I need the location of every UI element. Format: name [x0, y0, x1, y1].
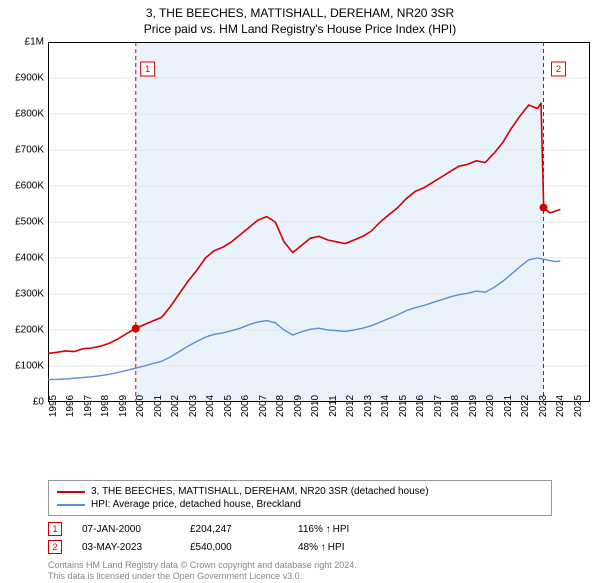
footer-line-2: This data is licensed under the Open Gov… [48, 571, 552, 582]
xtick-label: 2025 [573, 395, 584, 417]
xtick-label: 2017 [433, 395, 444, 417]
xtick-label: 2000 [135, 395, 146, 417]
ytick-label: £600K [15, 181, 44, 192]
arrow-up-icon [321, 542, 328, 553]
chart-subtitle: Price paid vs. HM Land Registry's House … [0, 22, 600, 36]
xtick-label: 2009 [293, 395, 304, 417]
footer-line-1: Contains HM Land Registry data © Crown c… [48, 560, 552, 571]
xtick-label: 2007 [258, 395, 269, 417]
ytick-label: £800K [15, 109, 44, 120]
event-row: 2 03-MAY-2023 £540,000 48% HPI [48, 538, 552, 556]
chart-area: 12 £0£100K£200K£300K£400K£500K£600K£700K… [48, 42, 590, 402]
legend-swatch [57, 491, 85, 493]
event-date: 07-JAN-2000 [82, 524, 170, 535]
xtick-label: 2022 [520, 395, 531, 417]
ytick-label: £400K [15, 253, 44, 264]
xtick-label: 2019 [468, 395, 479, 417]
legend-label: 3, THE BEECHES, MATTISHALL, DEREHAM, NR2… [91, 486, 429, 497]
event-price: £540,000 [190, 542, 278, 553]
ytick-label: £0 [33, 397, 44, 408]
event-price: £204,247 [190, 524, 278, 535]
xtick-label: 2024 [555, 395, 566, 417]
svg-text:1: 1 [145, 64, 150, 74]
xtick-label: 2014 [380, 395, 391, 417]
legend: 3, THE BEECHES, MATTISHALL, DEREHAM, NR2… [48, 480, 552, 516]
xtick-label: 2001 [153, 395, 164, 417]
xtick-label: 2020 [485, 395, 496, 417]
xtick-label: 1995 [48, 395, 59, 417]
ytick-label: £500K [15, 217, 44, 228]
xtick-label: 2004 [205, 395, 216, 417]
legend-item: 3, THE BEECHES, MATTISHALL, DEREHAM, NR2… [57, 485, 543, 498]
event-pct: 48% HPI [298, 542, 386, 553]
event-row: 1 07-JAN-2000 £204,247 116% HPI [48, 520, 552, 538]
xtick-label: 2003 [188, 395, 199, 417]
xtick-label: 2006 [240, 395, 251, 417]
event-table: 1 07-JAN-2000 £204,247 116% HPI 2 03-MAY-2023… [48, 520, 552, 556]
ytick-label: £100K [15, 361, 44, 372]
xtick-label: 2005 [223, 395, 234, 417]
ytick-label: £700K [15, 145, 44, 156]
event-marker: 1 [48, 522, 62, 536]
ytick-label: £900K [15, 73, 44, 84]
ytick-label: £300K [15, 289, 44, 300]
legend-label: HPI: Average price, detached house, Brec… [91, 499, 301, 510]
arrow-up-icon [326, 524, 333, 535]
line-chart: 12 [48, 42, 590, 402]
legend-swatch [57, 504, 85, 506]
legend-item: HPI: Average price, detached house, Brec… [57, 498, 543, 511]
event-marker: 2 [48, 540, 62, 554]
footer-attribution: Contains HM Land Registry data © Crown c… [48, 560, 552, 583]
xtick-label: 2010 [310, 395, 321, 417]
xtick-label: 2008 [275, 395, 286, 417]
ytick-label: £1M [25, 37, 44, 48]
xtick-label: 1998 [100, 395, 111, 417]
xtick-label: 2002 [170, 395, 181, 417]
xtick-label: 1997 [83, 395, 94, 417]
xtick-label: 2023 [538, 395, 549, 417]
xtick-label: 2013 [363, 395, 374, 417]
xtick-label: 2012 [345, 395, 356, 417]
xtick-label: 2011 [328, 395, 339, 417]
xtick-label: 2018 [450, 395, 461, 417]
xtick-label: 2021 [503, 395, 514, 417]
xtick-label: 1999 [118, 395, 129, 417]
ytick-label: £200K [15, 325, 44, 336]
xtick-label: 2015 [398, 395, 409, 417]
xtick-label: 2016 [415, 395, 426, 417]
chart-title: 3, THE BEECHES, MATTISHALL, DEREHAM, NR2… [0, 6, 600, 20]
svg-text:2: 2 [556, 64, 561, 74]
event-date: 03-MAY-2023 [82, 542, 170, 553]
event-pct: 116% HPI [298, 524, 386, 535]
xtick-label: 1996 [65, 395, 76, 417]
